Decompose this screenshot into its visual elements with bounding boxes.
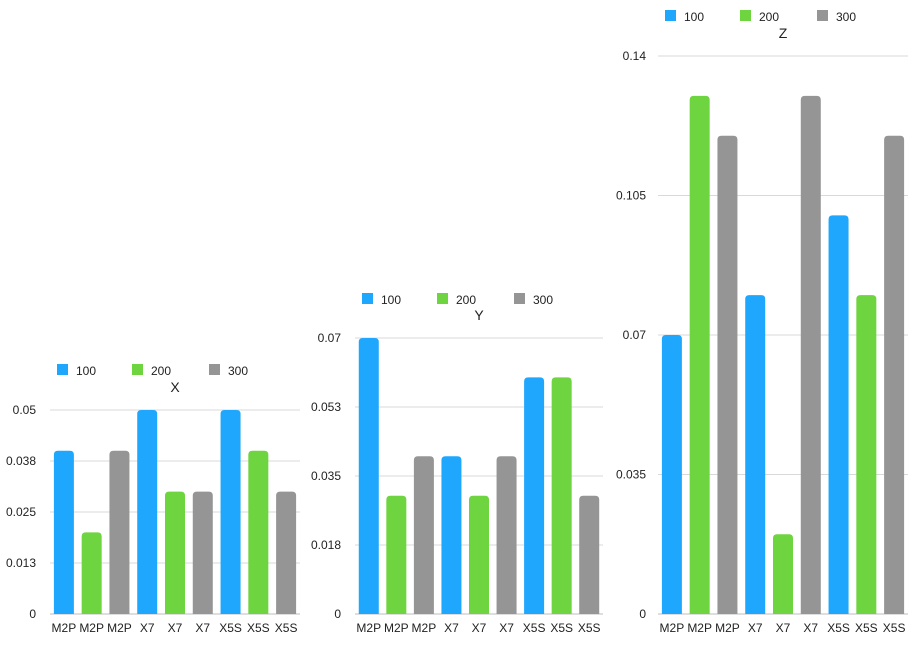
legend-swatch: [740, 10, 751, 21]
bar: [165, 491, 185, 614]
x-tick-label: M2P: [412, 621, 437, 635]
x-tick-label: M2P: [660, 621, 685, 635]
legend-swatch: [665, 10, 676, 21]
legend-label: 100: [76, 364, 96, 378]
y-tick-label: 0.013: [6, 556, 36, 570]
y-tick-label: 0: [334, 607, 341, 621]
chart-title: X: [170, 379, 180, 395]
bar: [109, 450, 130, 614]
x-tick-label: M2P: [384, 621, 409, 635]
x-tick-label: M2P: [52, 621, 77, 635]
y-tick-label: 0.018: [311, 538, 341, 552]
bar: [469, 495, 489, 614]
bar: [856, 295, 877, 614]
x-tick-label: X5S: [883, 621, 906, 635]
bar: [828, 215, 849, 614]
chart-title: Z: [779, 25, 788, 41]
x-tick-label: X7: [803, 621, 818, 635]
legend-swatch: [817, 10, 828, 21]
x-tick-label: X5S: [523, 621, 546, 635]
bar: [800, 95, 821, 615]
y-tick-label: 0: [639, 607, 646, 621]
bar: [524, 377, 545, 614]
x-tick-label: X7: [444, 621, 459, 635]
y-tick-label: 0.05: [13, 403, 37, 417]
bar: [689, 95, 710, 615]
y-tick-label: 0.025: [6, 505, 36, 519]
x-tick-label: X5S: [578, 621, 601, 635]
x-tick-label: X5S: [275, 621, 298, 635]
bar: [579, 495, 600, 614]
legend-label: 100: [381, 293, 401, 307]
legend-label: 200: [759, 10, 779, 24]
bar: [413, 456, 434, 614]
y-tick-label: 0.105: [616, 189, 646, 203]
x-tick-label: X7: [499, 621, 514, 635]
x-tick-label: X7: [748, 621, 763, 635]
legend-swatch: [514, 293, 525, 304]
bar: [276, 491, 297, 614]
bar: [53, 450, 74, 614]
y-tick-label: 0.038: [6, 454, 36, 468]
bar: [192, 491, 213, 614]
bar: [745, 295, 766, 614]
bar: [248, 450, 269, 614]
legend-label: 300: [836, 10, 856, 24]
y-tick-label: 0.14: [623, 49, 647, 63]
bar: [551, 377, 572, 614]
bar: [661, 335, 682, 614]
bar: [137, 410, 158, 614]
y-tick-label: 0.07: [623, 328, 647, 342]
bar: [81, 532, 102, 614]
bar: [220, 410, 241, 614]
x-tick-label: X5S: [855, 621, 878, 635]
x-tick-label: X7: [168, 621, 183, 635]
legend-label: 300: [533, 293, 553, 307]
chart-title: Y: [474, 307, 484, 323]
y-tick-label: 0.035: [311, 469, 341, 483]
legend-label: 200: [151, 364, 171, 378]
y-tick-label: 0: [29, 607, 36, 621]
x-tick-label: M2P: [687, 621, 712, 635]
legend-swatch: [132, 364, 143, 375]
bar: [717, 135, 738, 614]
x-tick-label: X5S: [219, 621, 242, 635]
bar: [441, 456, 462, 614]
x-tick-label: M2P: [79, 621, 104, 635]
x-tick-label: X5S: [550, 621, 573, 635]
bar: [496, 456, 517, 614]
legend-label: 300: [228, 364, 248, 378]
legend-label: 200: [456, 293, 476, 307]
x-tick-label: M2P: [107, 621, 132, 635]
x-tick-label: M2P: [715, 621, 740, 635]
bar: [773, 534, 793, 614]
legend-swatch: [209, 364, 220, 375]
legend-label: 100: [684, 10, 704, 24]
x-tick-label: X7: [140, 621, 155, 635]
x-tick-label: X7: [776, 621, 791, 635]
y-tick-label: 0.07: [318, 331, 342, 345]
y-tick-label: 0.035: [616, 468, 646, 482]
legend-swatch: [437, 293, 448, 304]
legend-swatch: [57, 364, 68, 375]
bar: [884, 135, 905, 614]
legend-swatch: [362, 293, 373, 304]
bar: [386, 495, 407, 614]
x-tick-label: X5S: [247, 621, 270, 635]
x-tick-label: X7: [472, 621, 487, 635]
bar: [358, 338, 379, 614]
x-tick-label: M2P: [356, 621, 381, 635]
y-tick-label: 0.053: [311, 400, 341, 414]
x-tick-label: X7: [195, 621, 210, 635]
x-tick-label: X5S: [827, 621, 850, 635]
